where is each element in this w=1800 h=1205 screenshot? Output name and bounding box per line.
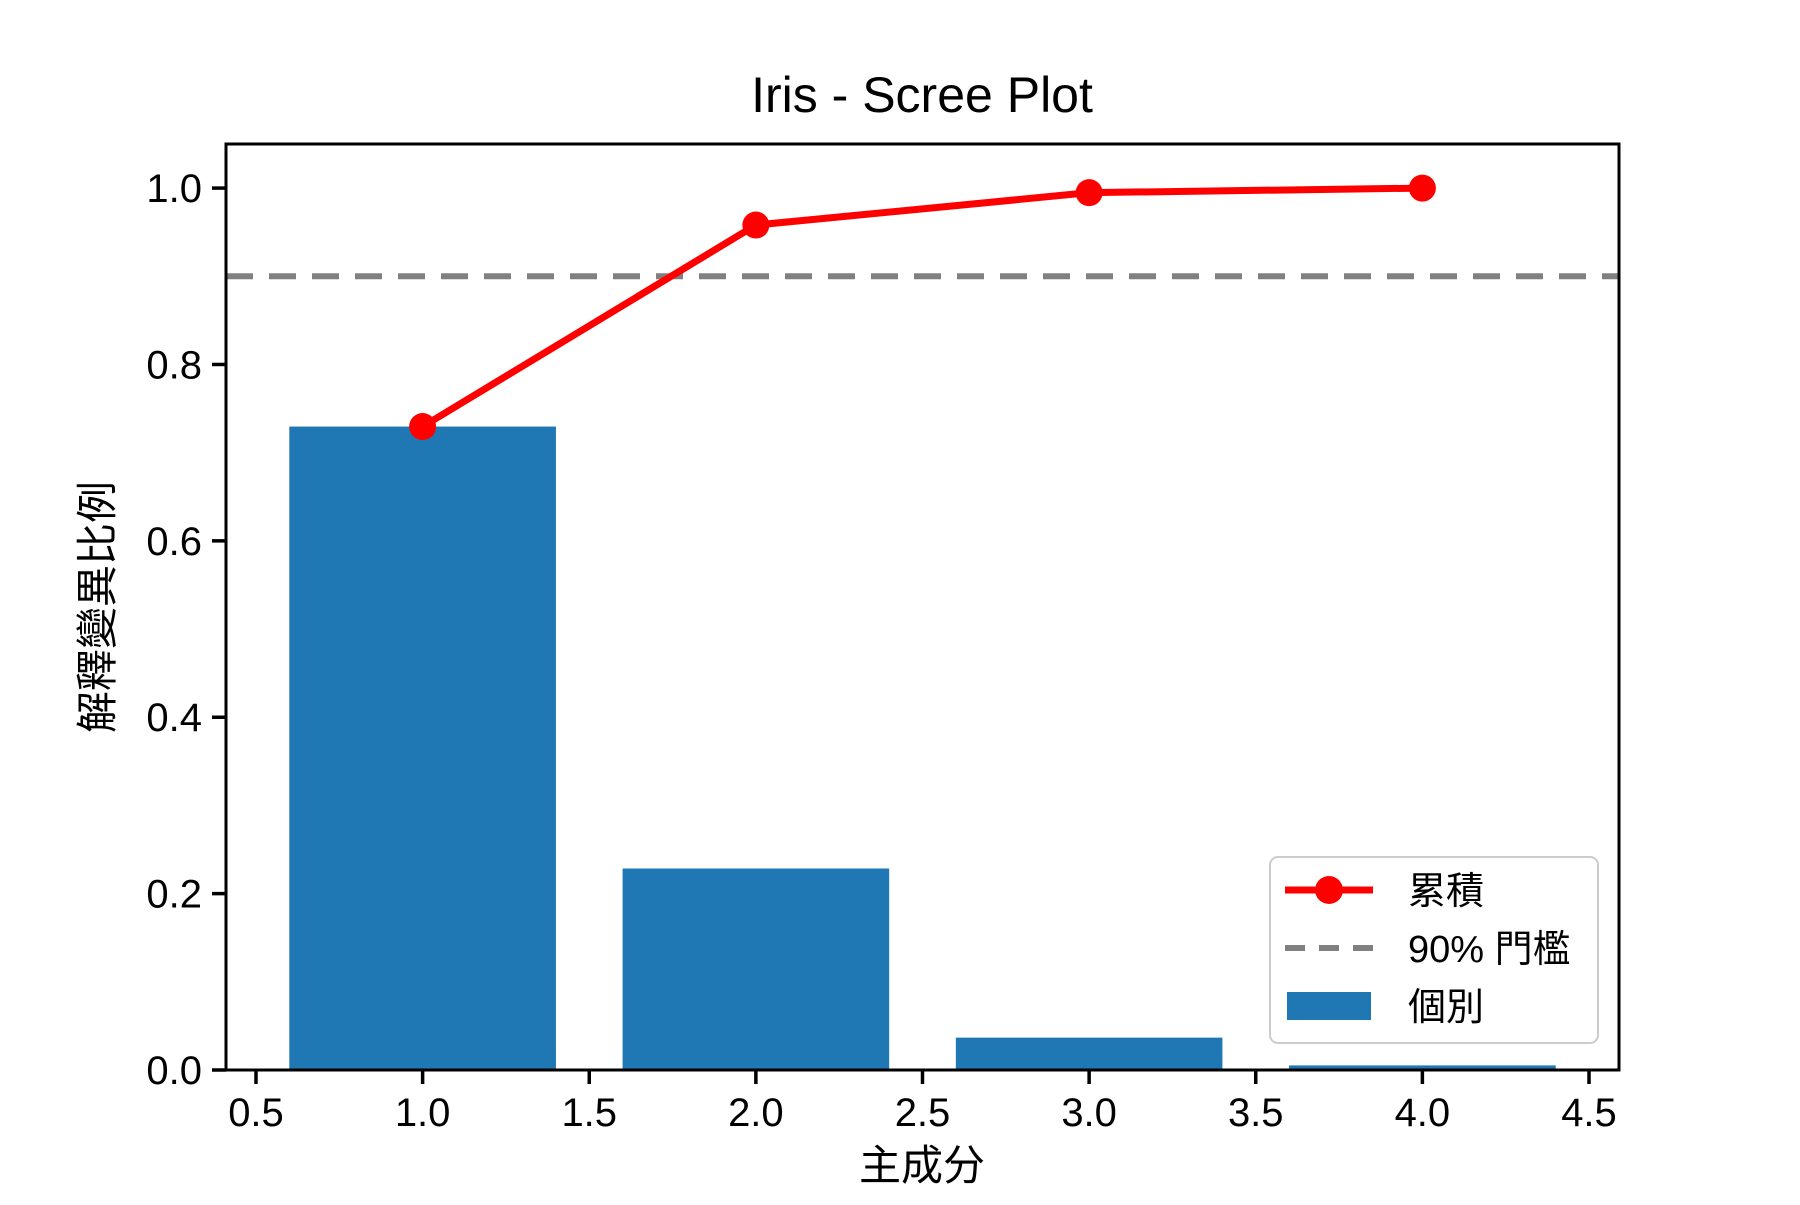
y-axis-label: 解釋變異比例 <box>74 481 121 733</box>
x-tick-label-2.5: 2.5 <box>895 1091 951 1135</box>
cumulative-point-pc4 <box>1408 174 1436 202</box>
cumulative-point-pc2 <box>742 211 770 239</box>
bar-pc4 <box>1289 1065 1556 1070</box>
y-tick-label-0.4: 0.4 <box>146 696 202 740</box>
x-tick-label-3.5: 3.5 <box>1228 1091 1284 1135</box>
legend-label-1: 90% 門檻 <box>1408 929 1571 971</box>
x-tick-label-2.0: 2.0 <box>728 1091 784 1135</box>
chart-title: Iris - Scree Plot <box>751 67 1093 123</box>
bar-pc3 <box>955 1037 1223 1070</box>
y-tick-label-0.2: 0.2 <box>146 873 202 917</box>
bar-pc2 <box>622 868 890 1070</box>
legend-label-2: 個別 <box>1408 987 1484 1029</box>
x-tick-label-1.5: 1.5 <box>561 1091 617 1135</box>
lines-layer <box>226 174 1619 441</box>
legend-swatch-rect <box>1287 992 1371 1020</box>
y-tick-label-1.0: 1.0 <box>146 167 202 211</box>
x-tick-label-4.0: 4.0 <box>1395 1091 1451 1135</box>
legend-label-0: 累積 <box>1408 871 1484 913</box>
bars-layer <box>289 426 1556 1071</box>
x-tick-label-0.5: 0.5 <box>228 1091 284 1135</box>
x-tick-label-3.0: 3.0 <box>1061 1091 1117 1135</box>
x-axis-label: 主成分 <box>859 1142 985 1189</box>
y-tick-label-0.0: 0.0 <box>146 1049 202 1093</box>
legend-swatch-marker-dot <box>1315 876 1343 904</box>
axes-layer: 0.5 1.0 1.5 2.0 2.5 3.0 3.5 4.0 4.5 0.0 0.2 0.4 0.6 0… <box>146 142 1621 1135</box>
y-tick-label-0.6: 0.6 <box>146 520 202 564</box>
x-tick-label-1.0: 1.0 <box>395 1091 451 1135</box>
cumulative-point-pc3 <box>1075 179 1103 207</box>
cumulative-line <box>420 184 1423 430</box>
cumulative-point-pc1 <box>409 413 437 441</box>
bar-pc1 <box>289 426 556 1071</box>
y-tick-label-0.8: 0.8 <box>146 343 202 387</box>
x-tick-label-4.5: 4.5 <box>1561 1091 1617 1135</box>
